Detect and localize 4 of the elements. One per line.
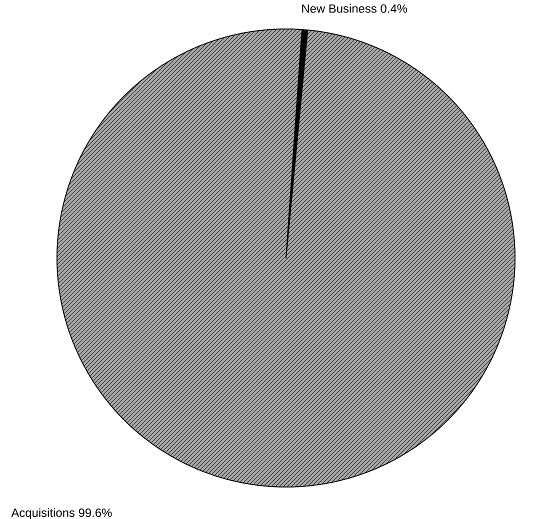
- data-label: 99.6%: [78, 508, 112, 517]
- slice-label: New Business: [302, 4, 376, 13]
- data-label: 0.4%: [380, 4, 408, 13]
- slice-label: Acquisitions: [11, 508, 75, 519]
